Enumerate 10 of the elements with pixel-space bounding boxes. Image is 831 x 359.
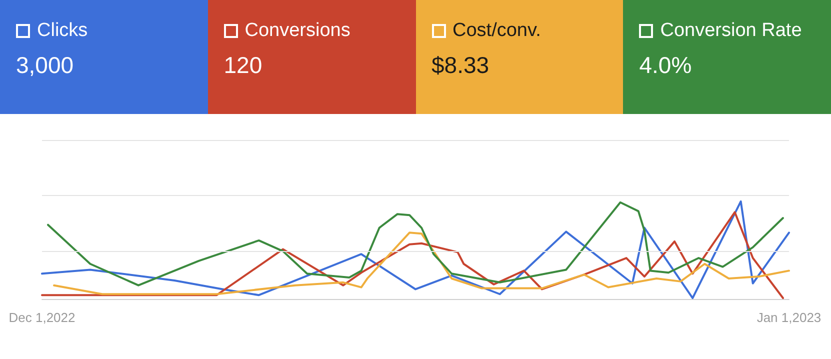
legend-label: Conversions (244, 20, 350, 42)
text: 3,000 (16, 52, 75, 79)
legend-label: Conversion Rate (660, 20, 802, 42)
legend-label: Cost/conv. (452, 20, 541, 42)
x-tick-label: Jan 1,2023 (756, 310, 822, 325)
legend-label: Clicks (37, 20, 88, 42)
x-tick-label: Dec 1,2022 (8, 310, 76, 325)
text: 4.0% (639, 52, 693, 79)
text: $8.33 (432, 52, 490, 79)
text: 120 (224, 52, 264, 79)
